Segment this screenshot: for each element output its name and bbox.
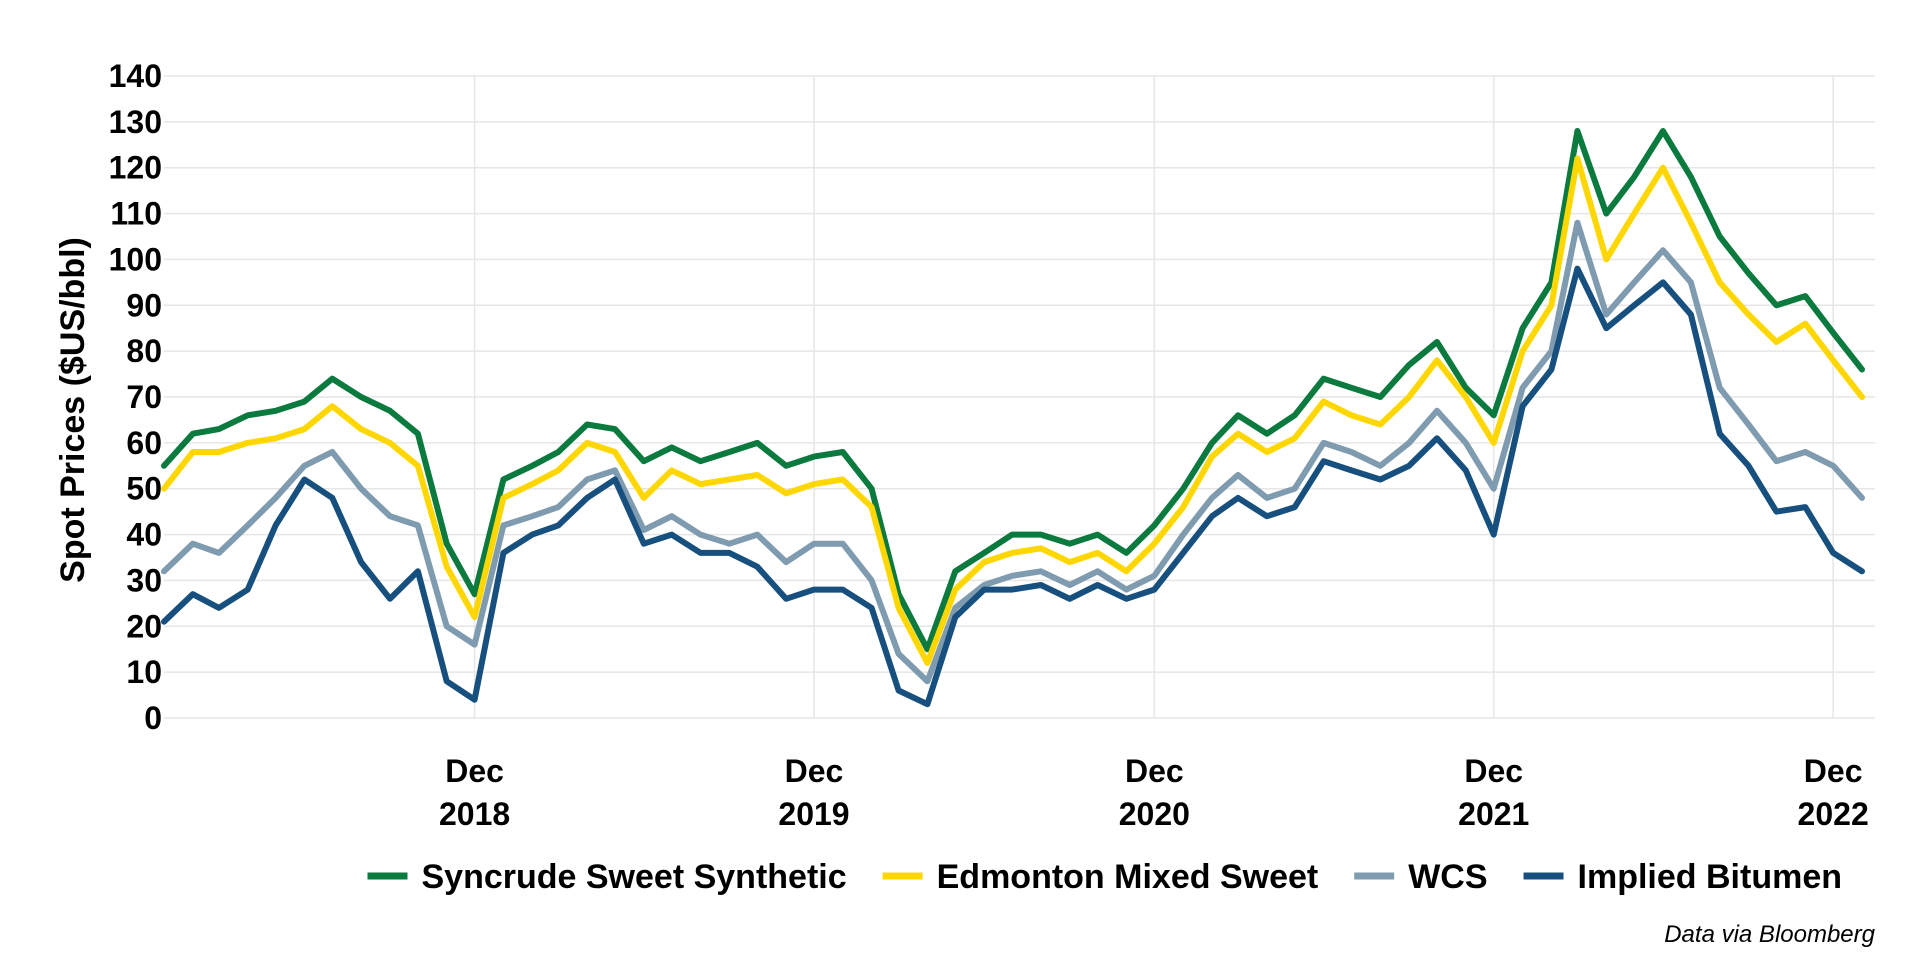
- legend-label-implied-bitumen: Implied Bitumen: [1578, 858, 1842, 896]
- legend-label-edmonton-mixed-sweet: Edmonton Mixed Sweet: [937, 858, 1319, 896]
- y-tick-label: 0: [144, 700, 162, 736]
- y-tick-label: 100: [109, 241, 162, 277]
- x-tick-label-month: Dec: [785, 753, 844, 789]
- x-tick-label-month: Dec: [445, 753, 504, 789]
- y-axis-tick-labels: 0 10 20 30 40 50 60 70 80 90 100 110 120 130 140: [109, 58, 162, 736]
- x-tick-label-year: 2018: [439, 796, 510, 832]
- y-tick-label: 90: [126, 287, 162, 323]
- x-tick-label-month: Dec: [1125, 753, 1184, 789]
- series-line-edmonton-mixed-sweet: [161, 155, 1865, 666]
- y-tick-label: 20: [126, 608, 162, 644]
- y-tick-label: 10: [126, 654, 162, 690]
- x-tick-label-year: 2022: [1798, 796, 1869, 832]
- legend-label-syncrude-sweet-synthetic: Syncrude Sweet Synthetic: [421, 858, 846, 896]
- y-tick-label: 30: [126, 562, 162, 598]
- y-tick-label: 110: [110, 196, 162, 232]
- series-line-implied-bitumen: [161, 265, 1865, 708]
- x-tick-label-year: 2021: [1458, 796, 1529, 832]
- y-tick-label: 80: [126, 333, 162, 369]
- y-tick-label: 50: [126, 471, 162, 507]
- y-tick-label: 130: [109, 104, 162, 140]
- gridlines: [164, 75, 1875, 719]
- x-tick-label-month: Dec: [1804, 753, 1863, 789]
- x-tick-label-year: 2019: [778, 796, 849, 832]
- y-tick-label: 40: [126, 517, 162, 553]
- y-tick-label: 120: [109, 150, 162, 186]
- x-tick-label-year: 2020: [1119, 796, 1190, 832]
- y-tick-label: 140: [109, 58, 162, 94]
- source-note: Data via Bloomberg: [1664, 921, 1875, 948]
- series-lines: [161, 128, 1865, 708]
- y-tick-label: 70: [126, 379, 162, 415]
- series-line-syncrude-sweet-synthetic: [161, 128, 1865, 653]
- legend-label-wcs: WCS: [1408, 858, 1487, 896]
- legend: Syncrude Sweet Synthetic Edmonton Mixed S…: [367, 858, 1842, 896]
- series-line-wcs: [161, 219, 1865, 685]
- y-tick-label: 60: [126, 425, 162, 461]
- x-axis-tick-labels: Dec 2018 Dec 2019 Dec 2020 Dec 2021 Dec 2022: [439, 753, 1869, 832]
- x-tick-label-month: Dec: [1464, 753, 1523, 789]
- y-axis-title: Spot Prices ($US/bbl): [54, 237, 92, 583]
